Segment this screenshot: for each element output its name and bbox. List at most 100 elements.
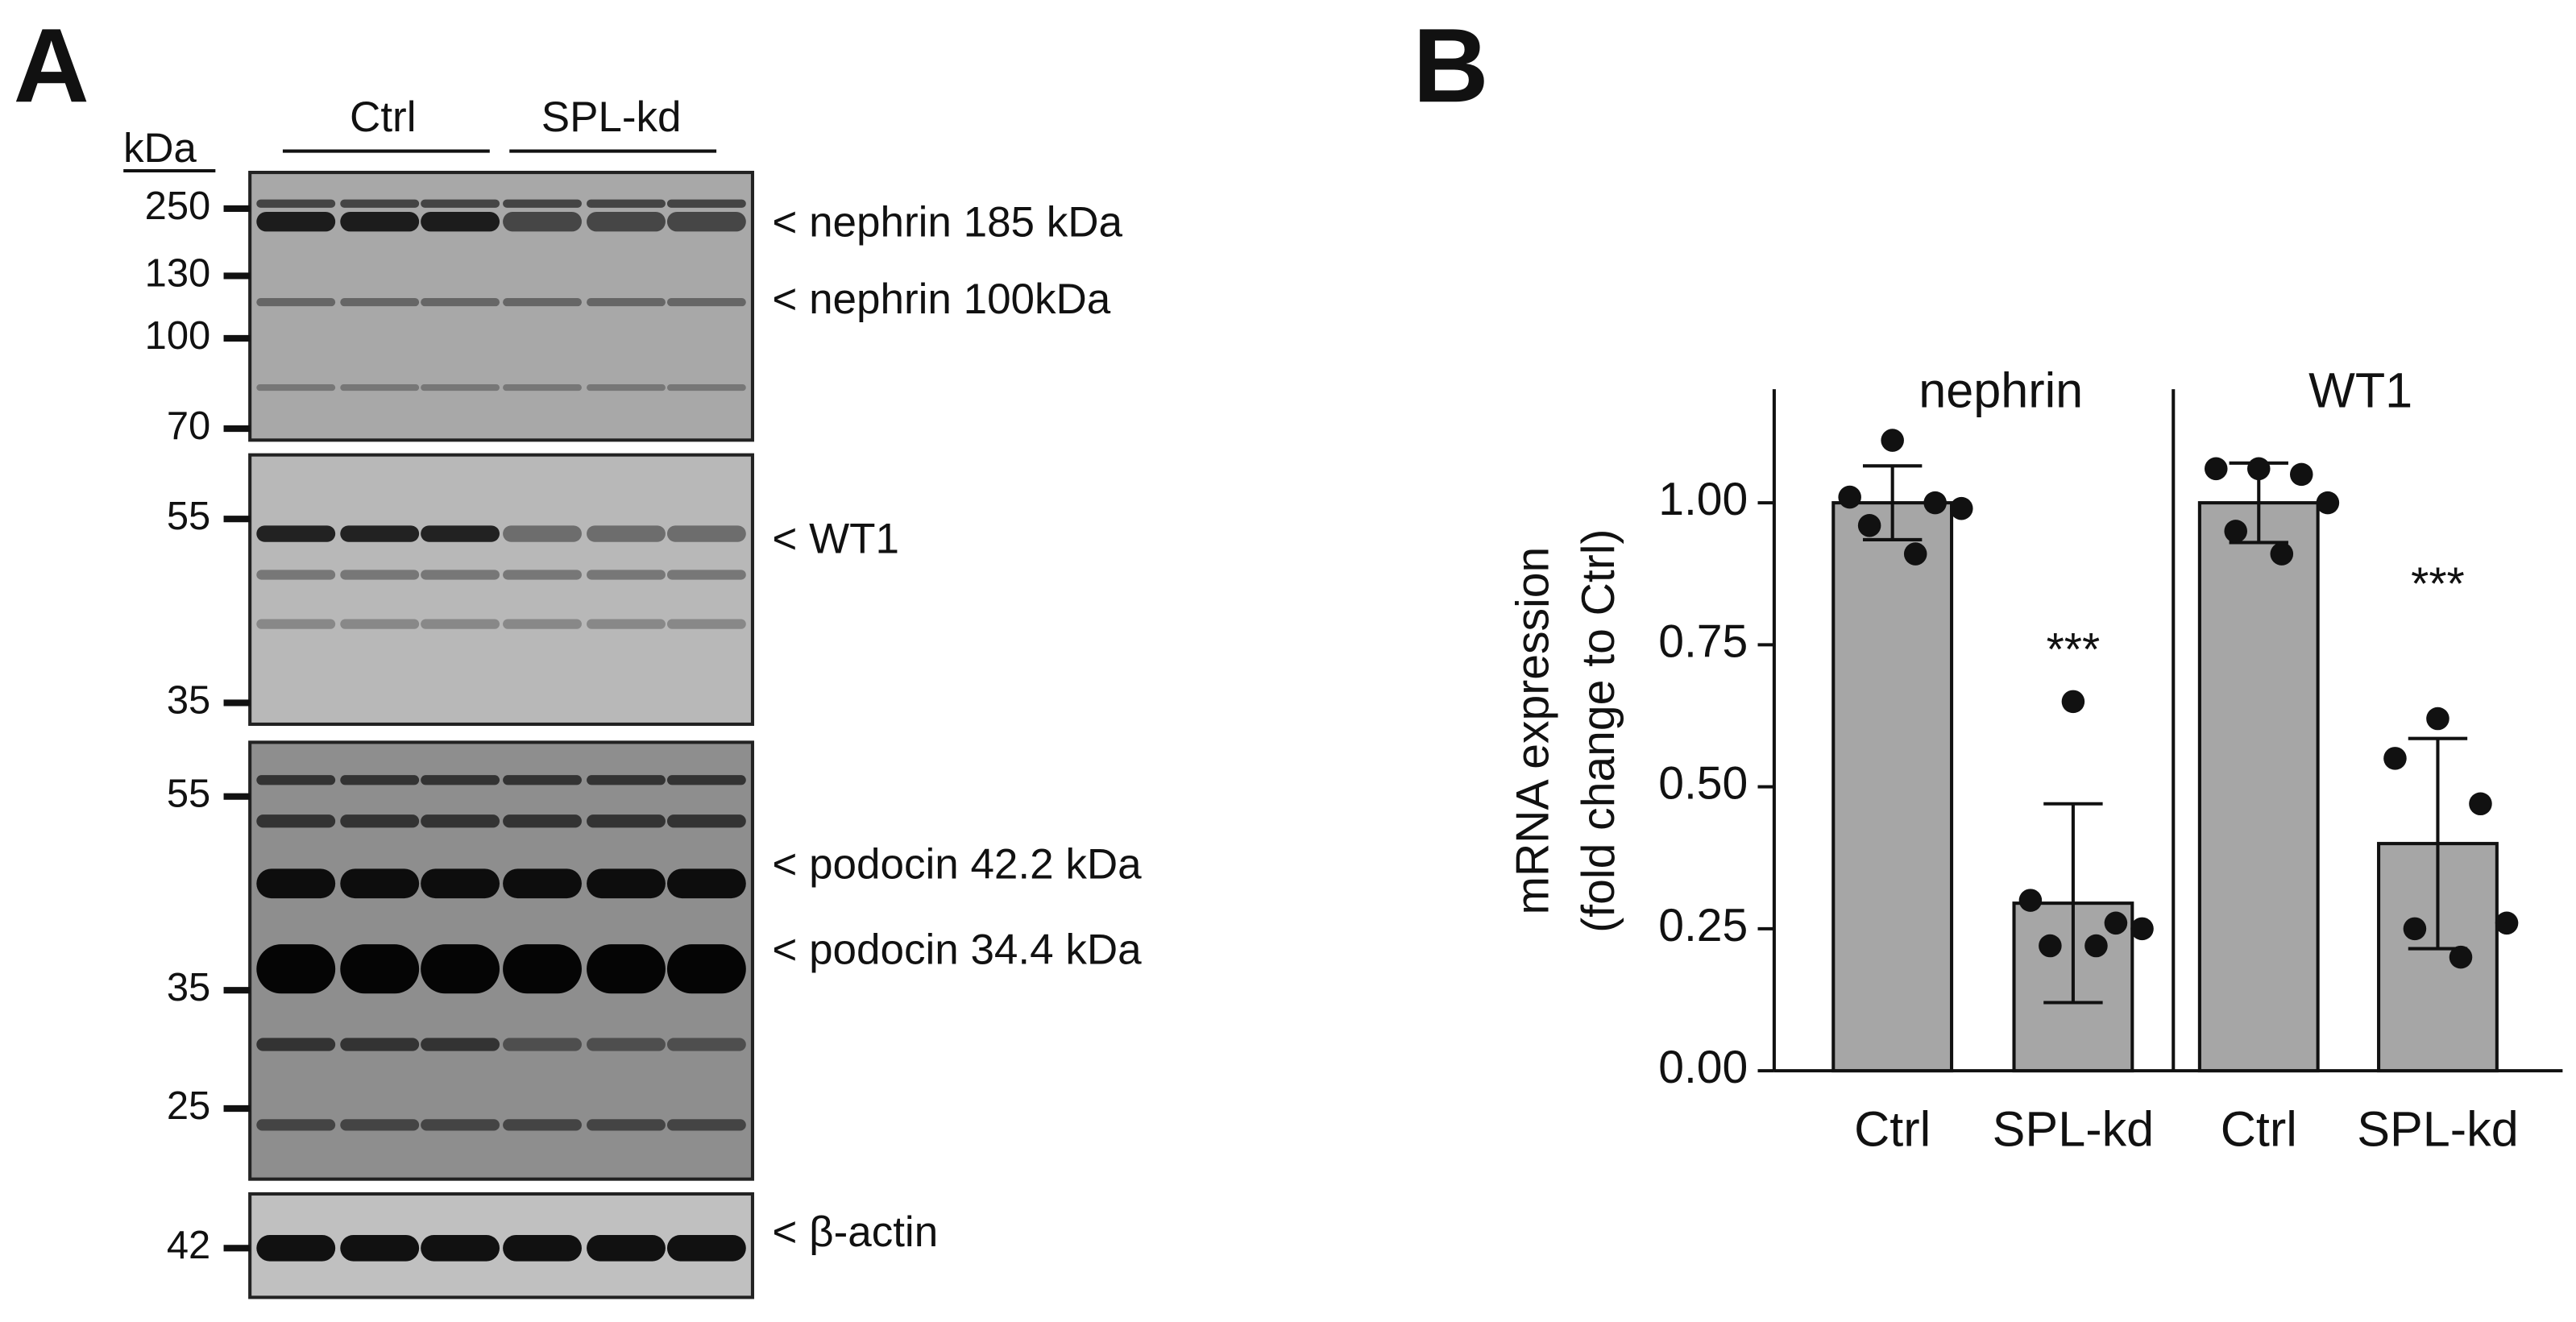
band [421,1234,500,1262]
band [666,619,746,629]
data-point [1903,542,1927,566]
band [256,525,336,542]
band [340,1234,420,1262]
band [666,868,746,899]
band [340,1038,420,1051]
band [503,211,582,232]
y-axis-label: mRNA expression [1507,547,1558,915]
band [256,570,336,580]
panel-label: A [14,6,89,124]
band [421,199,500,208]
data-point [1923,491,1947,515]
group-title: WT1 [2308,363,2412,417]
band-label: < WT1 [772,516,899,563]
significance: *** [2411,558,2465,610]
band [666,525,746,542]
band [340,619,420,629]
band [421,384,500,392]
unit-label: kDa [123,125,197,171]
band [256,1234,336,1262]
marker-label: 55 [167,495,210,538]
band [340,775,420,785]
band [587,814,666,828]
data-point [2018,889,2043,912]
y-tick-label: 0.75 [1658,615,1748,667]
band [587,570,666,580]
band [503,297,582,307]
band [503,384,582,392]
band [666,297,746,307]
data-point [1950,496,1973,520]
band [666,1038,746,1051]
band [587,1234,666,1262]
band [256,211,336,232]
band [340,1119,420,1131]
data-point [1838,485,1861,509]
band [256,1119,336,1131]
data-point [2224,520,2247,543]
band [256,384,336,392]
band [421,868,500,899]
data-point [2289,462,2313,487]
band [503,525,582,542]
band [340,570,420,580]
y-tick-label: 1.00 [1658,474,1748,525]
band [666,384,746,392]
marker-label: 250 [145,184,211,228]
band [503,944,582,994]
data-point [2495,911,2519,935]
band [666,814,746,828]
y-axis-label: (fold change to Ctrl) [1573,529,1624,933]
band [503,1234,582,1262]
band [421,211,500,232]
y-tick-label: 0.00 [1658,1042,1748,1093]
data-point [2403,917,2427,941]
band [503,814,582,828]
data-point [2383,747,2407,770]
x-tick-label: Ctrl [1854,1102,1931,1157]
band [340,944,420,994]
band [340,199,420,208]
band [587,297,666,307]
band [421,570,500,580]
band [340,868,420,899]
band [666,1234,746,1262]
marker-label: 25 [167,1084,210,1128]
band [421,619,500,629]
band [421,944,500,994]
band [256,619,336,629]
data-point [2084,934,2108,958]
data-point [2469,792,2492,816]
band [503,199,582,208]
band [421,297,500,307]
data-point [2246,457,2271,481]
marker-label: 130 [145,251,211,295]
bar [1831,501,1954,1073]
data-point [2449,945,2473,969]
band [503,1038,582,1051]
band [340,814,420,828]
band [256,868,336,899]
data-point [1881,429,1904,452]
band [256,814,336,828]
data-point [2270,542,2294,566]
band [503,1119,582,1131]
marker-label: 55 [167,773,210,816]
band [587,1119,666,1131]
band [587,775,666,785]
group-label: SPL-kd [541,93,682,141]
band [587,944,666,994]
band [587,384,666,392]
bar [2197,501,2320,1073]
band [587,868,666,899]
band [666,944,746,994]
data-point [1857,514,1881,537]
band [421,1038,500,1051]
band [503,775,582,785]
band [666,775,746,785]
marker-label: 70 [167,404,210,448]
band [587,199,666,208]
band [503,868,582,899]
